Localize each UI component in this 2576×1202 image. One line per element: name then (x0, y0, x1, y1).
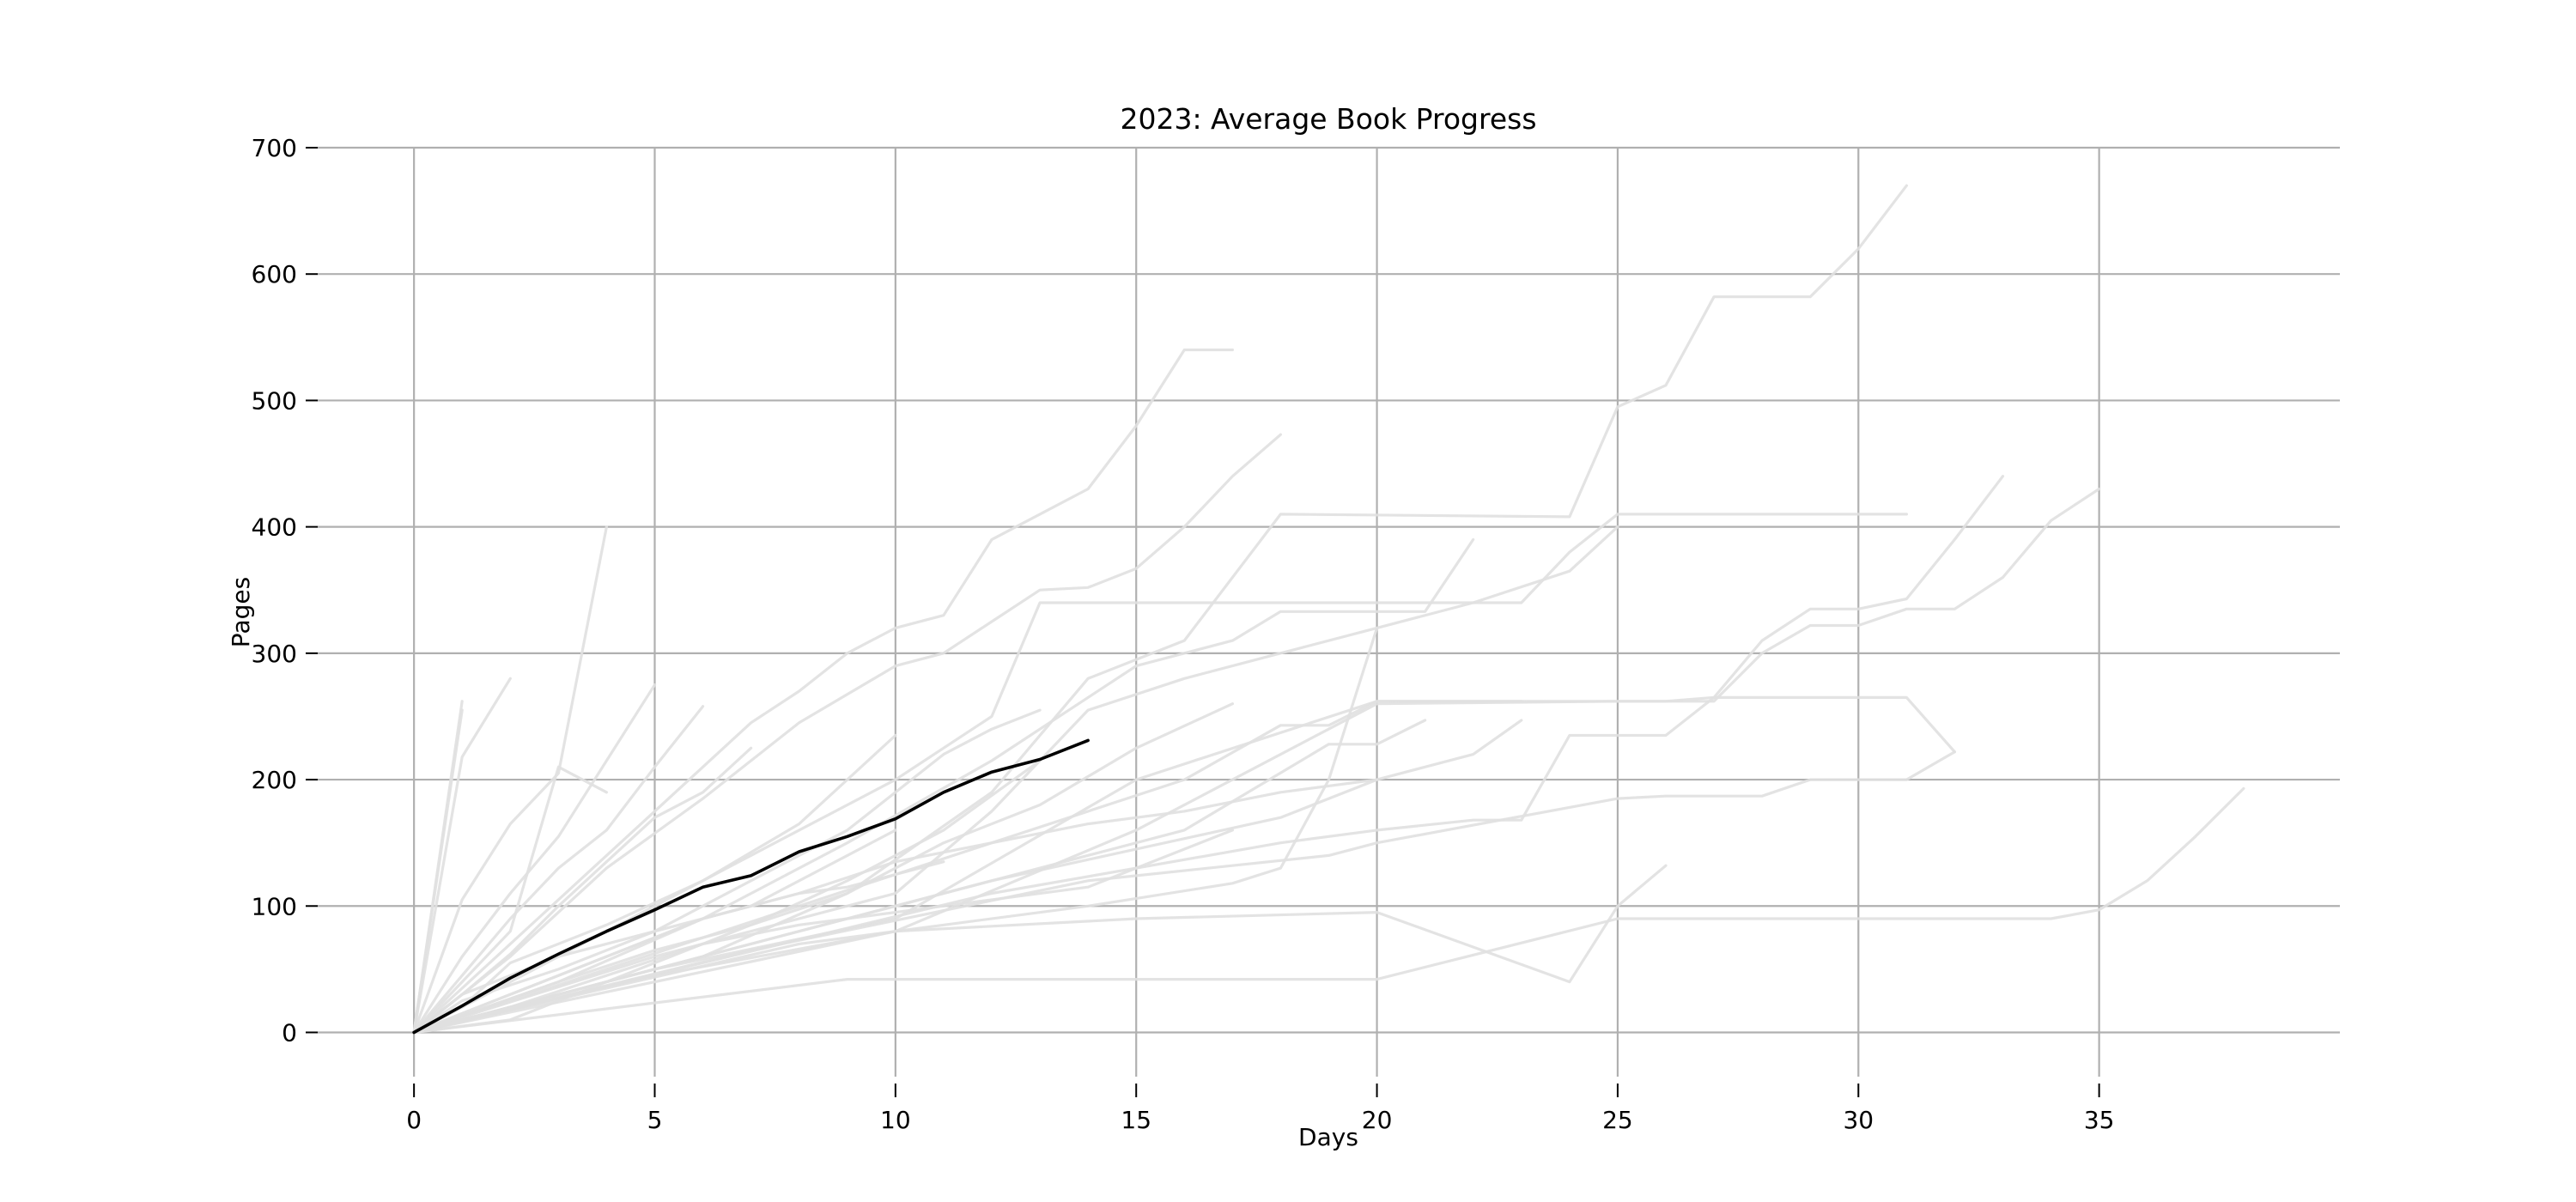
x-axis-label: Days (1298, 1123, 1358, 1151)
chart-title: 2023: Average Book Progress (1120, 102, 1536, 136)
book-progress-line (412, 750, 1956, 1035)
book-progress-line (412, 829, 897, 1035)
y-tick-label: 0 (282, 1018, 297, 1047)
book-progress-line (412, 759, 1042, 1035)
book-progress-line (412, 348, 1235, 1035)
book-progress-line (412, 683, 657, 1035)
average-series-group (412, 738, 1090, 1035)
book-progress-line (412, 525, 1619, 1035)
book-progress-line (412, 626, 1379, 1035)
y-tick-label: 600 (252, 260, 297, 288)
book-progress-line (412, 778, 1379, 1035)
y-axis-label: Pages (227, 577, 255, 647)
book-progress-line (412, 702, 1235, 1035)
y-tick-label: 100 (252, 892, 297, 920)
book-progress-line (412, 786, 2245, 1035)
grid (318, 146, 2340, 1077)
book-progress-line (412, 677, 512, 1035)
x-tick-label: 20 (1362, 1106, 1393, 1134)
y-tick-label: 300 (252, 640, 297, 668)
average-progress-line (412, 738, 1090, 1035)
x-tick-label: 10 (880, 1106, 911, 1134)
x-tick-label: 15 (1121, 1106, 1151, 1134)
book-progress-line (412, 765, 609, 1035)
y-tick-label: 400 (252, 513, 297, 542)
y-tick-label: 500 (252, 386, 297, 415)
axis-ticks: 0 5 10 15 20 25 30 35 0 100 200 300 400 500 600 700 (252, 134, 2115, 1134)
book-progress-line (412, 719, 1523, 1035)
book-progress-line (412, 864, 1668, 1035)
x-tick-label: 5 (647, 1106, 663, 1134)
y-tick-label: 700 (252, 134, 297, 162)
book-progress-line (412, 708, 1042, 1035)
x-tick-label: 30 (1843, 1106, 1874, 1134)
x-tick-label: 0 (406, 1106, 422, 1134)
book-progress-line (412, 433, 1283, 1035)
x-tick-label: 25 (1602, 1106, 1633, 1134)
book-series-group (412, 184, 2245, 1035)
book-progress-line (412, 829, 1235, 1035)
x-tick-label: 35 (2084, 1106, 2115, 1134)
book-progress-line (412, 700, 1523, 1035)
book-progress-line (412, 705, 705, 1035)
book-progress-line (412, 513, 1908, 1035)
y-tick-label: 200 (252, 766, 297, 794)
book-progress-line (412, 525, 609, 1035)
